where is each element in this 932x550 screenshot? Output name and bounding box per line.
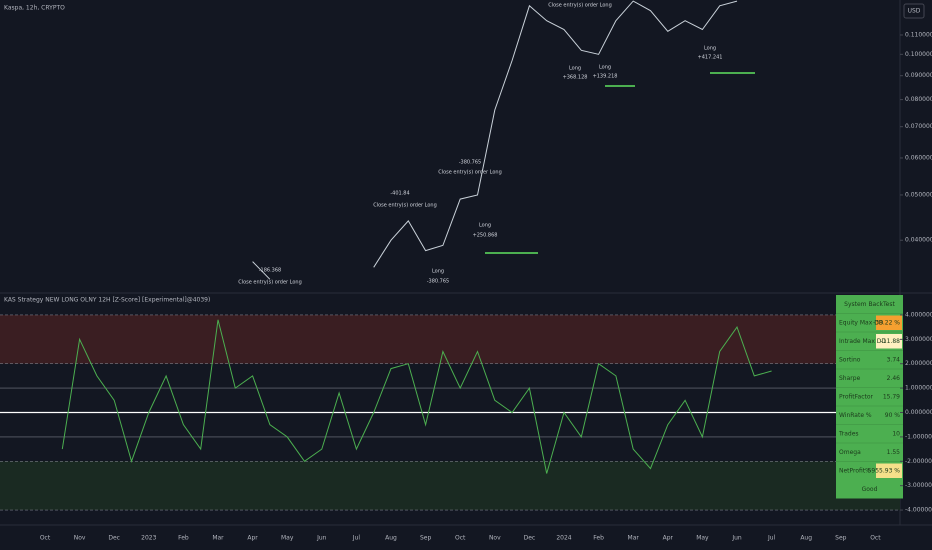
x-tick-label: Oct [870,535,881,542]
row-label: Sortino [839,356,861,363]
y-tick-label: 1.0000000 [905,385,932,392]
oscillator-line [61,319,772,474]
price-line [252,0,738,280]
x-tick-label: Sep [835,535,847,542]
zone [0,314,900,364]
y-tick-label: -2.0000000 [905,458,932,465]
indicator-title: KAS Strategy NEW LONG OLNY 12H [Z-Score]… [4,297,210,304]
x-tick-label: May [696,535,709,542]
zone [0,461,900,511]
trade-annotation: Long [569,66,581,72]
x-tick-label: Nov [74,535,86,542]
row-label: Intrade Max DD [839,338,886,345]
row-value: 90 % [885,412,901,419]
x-tick-label: Sep [420,535,432,542]
x-tick-label: 2024 [556,535,571,542]
x-tick-label: Mar [212,535,224,542]
row-label: Equity Max DD [839,319,884,326]
x-tick-label: Oct [40,535,51,542]
x-tick-label: Aug [385,535,397,542]
row-value: 2.46 [887,375,901,382]
x-tick-label: Jul [352,535,361,542]
value-highlight [876,334,902,349]
row-label: WinRate % [839,412,872,419]
backtest-table: System BackTest Equity Max DD-38.22 % Intr… [836,295,903,499]
y-tick-label: 0.0000000 [905,409,932,416]
price-title: Kaspa, 12h, CRYPTO [4,5,65,12]
x-tick-label: Feb [178,535,189,542]
table-footer: Good [862,486,878,493]
x-tick-label: Apr [663,535,674,542]
y-tick-label: 2.0000000 [905,360,932,367]
row-label: Trades [838,430,859,437]
trade-annotation: +417.241 [698,55,723,61]
oscillator-pane [0,314,900,511]
row-value: 1.55 [887,449,901,456]
row-value: 10 [892,430,900,437]
row-label: ProfitFactor [839,393,874,400]
x-tick-label: Oct [455,535,466,542]
trade-annotation: +250.868 [473,233,498,239]
y-tick-label: 3.0000000 [905,336,932,343]
y-tick-label: 0.1100000 [905,31,932,38]
trade-annotation: Long [479,223,491,229]
trade-annotation: Long [432,269,444,275]
x-tick-label: Jun [316,535,327,542]
y-tick-label: -4.0000000 [905,507,932,514]
y-tick-label: 4.0000000 [905,311,932,318]
row-value: -38.22 % [873,319,900,326]
currency-box[interactable] [903,3,925,19]
row-label: NetProfit% [839,467,871,474]
x-tick-label: Jun [731,535,742,542]
row-label: Omega [839,449,861,456]
row-value: -11.88 [881,338,901,345]
value-highlight [876,315,902,330]
trade-annotation: Long [599,65,611,71]
trade-annotation: Close entry(s) order Long [438,170,502,176]
table-title: System BackTest [844,301,895,308]
x-tick-label: Mar [628,535,640,542]
row-value: 3.74 [887,356,901,363]
x-tick-label: Nov [489,535,501,542]
x-tick-label: Feb [593,535,604,542]
trade-annotation: Close entry(s) order Long [238,280,302,286]
x-tick-label: May [281,535,294,542]
x-tick-label: Apr [247,535,258,542]
trade-annotation: -380.765 [427,279,449,285]
y-tick-label: -3.0000000 [905,482,932,489]
trade-annotation: -380.765 [459,160,481,166]
trade-annotation: +139.218 [593,74,618,80]
x-tick-label: Dec [524,535,536,542]
row-value: 15.79 [883,393,900,400]
x-tick-label: Aug [800,535,812,542]
currency[interactable]: USD [908,8,921,15]
trade-annotation: Close entry(s) order Long [548,3,612,9]
row-label: Sharpe [839,375,861,382]
trade-annotation: Long [704,46,716,52]
trade-annotation: -186.368 [259,268,281,274]
trade-annotation: Close entry(s) order Long [373,203,437,209]
x-tick-label: Dec [108,535,120,542]
trade-annotation: +368.128 [563,75,588,81]
x-tick-label: Jul [767,535,776,542]
x-tick-label: 2023 [141,535,156,542]
value-highlight [876,463,902,478]
row-value: 5955.93 % [868,467,901,474]
price-pane [252,0,755,280]
y-tick-label: -1.0000000 [905,433,932,440]
trade-annotation: -401.84 [390,191,409,197]
